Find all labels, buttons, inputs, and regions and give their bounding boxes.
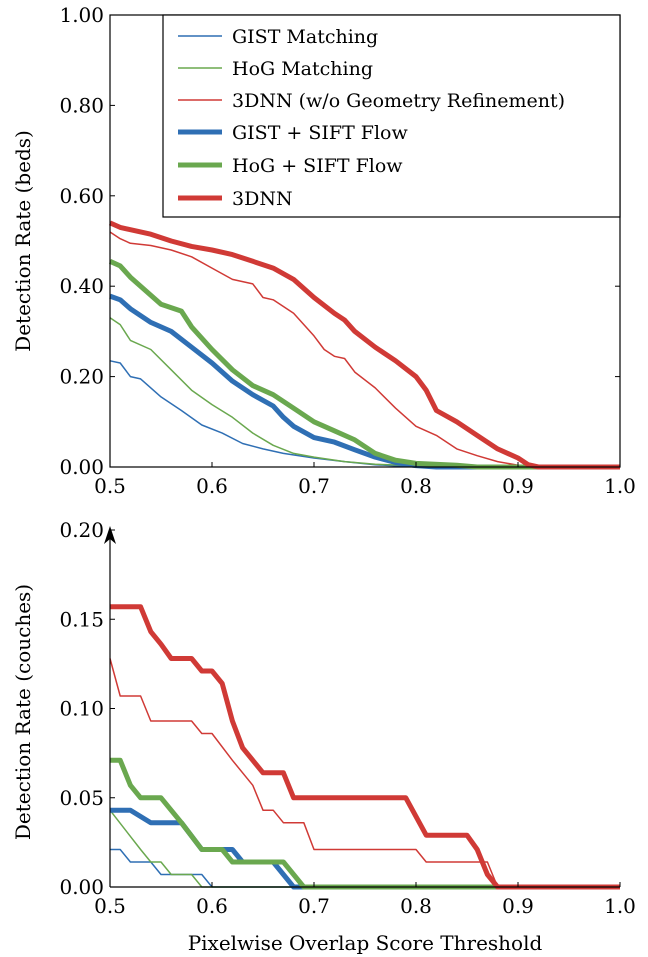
beds-series-hog-matching-line bbox=[109, 317, 620, 468]
legend-entries: GIST Matching HoG Matching 3DNN (w/o Geo… bbox=[178, 26, 565, 210]
beds-chart: 0.5 0.6 0.7 0.8 0.9 1.0 0.00 0.20 0.40 0.60 0.80 1.… bbox=[11, 3, 636, 498]
couches-ticks: 0.5 0.6 0.7 0.8 0.9 1.0 0.00 0.05 0.10 0.15 0.20 bbox=[59, 518, 635, 918]
couches-series-hog-matching-line bbox=[109, 809, 620, 888]
couches-y-tick-label: 0.05 bbox=[59, 786, 104, 810]
couches-x-tick-label: 0.9 bbox=[502, 894, 534, 918]
legend-label-3dnn: 3DNN bbox=[232, 188, 293, 210]
beds-series-group bbox=[108, 220, 620, 470]
legend: GIST Matching HoG Matching 3DNN (w/o Geo… bbox=[162, 14, 621, 218]
beds-x-tick-label: 0.9 bbox=[502, 474, 534, 498]
couches-x-tick-label: 0.6 bbox=[196, 894, 228, 918]
x-axis-label: Pixelwise Overlap Score Threshold bbox=[188, 931, 543, 955]
beds-y-axis-label: Detection Rate (beds) bbox=[11, 130, 35, 352]
couches-series-3dnn bbox=[110, 604, 620, 890]
couches-y-tick-label: 0.20 bbox=[59, 518, 104, 542]
legend-entry-hog-sift-flow: HoG + SIFT Flow bbox=[178, 155, 403, 177]
beds-y-tick-label: 0.20 bbox=[59, 365, 104, 389]
couches-series-gist-sift-flow bbox=[110, 807, 620, 890]
legend-entry-gist-sift-flow: GIST + SIFT Flow bbox=[178, 122, 408, 144]
couches-x-tick-label: 1.0 bbox=[604, 894, 636, 918]
legend-entry-hog-matching: HoG Matching bbox=[178, 58, 373, 80]
couches-y-axis-arrow bbox=[104, 526, 116, 544]
beds-x-tick-label: 0.5 bbox=[94, 474, 126, 498]
beds-x-tick-label: 1.0 bbox=[604, 474, 636, 498]
beds-y-tick-label: 0.00 bbox=[59, 455, 104, 479]
legend-label-3dnn-wo-refinement: 3DNN (w/o Geometry Refinement) bbox=[232, 90, 565, 112]
couches-series-group bbox=[109, 604, 620, 890]
couches-x-tick-label: 0.8 bbox=[400, 894, 432, 918]
beds-y-tick-label: 0.40 bbox=[59, 274, 104, 298]
couches-y-tick-label: 0.00 bbox=[59, 875, 104, 899]
legend-label-gist-sift-flow: GIST + SIFT Flow bbox=[232, 122, 408, 144]
legend-box bbox=[162, 14, 621, 218]
couches-y-tick-label: 0.10 bbox=[59, 697, 104, 721]
legend-entry-3dnn-wo-refinement: 3DNN (w/o Geometry Refinement) bbox=[178, 90, 565, 112]
couches-chart: 0.5 0.6 0.7 0.8 0.9 1.0 0.00 0.05 0.10 0.15 0.20 D… bbox=[11, 518, 636, 955]
couches-x-tick-label: 0.7 bbox=[298, 894, 330, 918]
beds-y-tick-label: 1.00 bbox=[59, 3, 104, 27]
beds-series-hog-sift-flow bbox=[108, 259, 620, 470]
legend-label-hog-matching: HoG Matching bbox=[232, 58, 373, 80]
couches-y-axis-label: Detection Rate (couches) bbox=[11, 584, 35, 840]
legend-entry-3dnn: 3DNN bbox=[178, 188, 293, 210]
beds-series-3dnn bbox=[108, 220, 620, 470]
couches-x-tick-label: 0.5 bbox=[94, 894, 126, 918]
beds-y-tick-label: 0.80 bbox=[59, 93, 104, 117]
legend-label-gist-matching: GIST Matching bbox=[232, 26, 378, 48]
legend-label-hog-sift-flow: HoG + SIFT Flow bbox=[232, 155, 403, 177]
beds-x-tick-label: 0.7 bbox=[298, 474, 330, 498]
beds-x-tick-label: 0.6 bbox=[196, 474, 228, 498]
beds-ticks: 0.5 0.6 0.7 0.8 0.9 1.0 0.00 0.20 0.40 0.60 0.80 1.… bbox=[59, 3, 635, 498]
legend-entry-gist-matching: GIST Matching bbox=[178, 26, 378, 48]
couches-series-3dnn-w-o-geometry-refinement-line bbox=[109, 658, 620, 888]
couches-axes bbox=[104, 526, 620, 888]
beds-y-tick-label: 0.60 bbox=[59, 184, 104, 208]
couches-series-hog-sift-flow bbox=[110, 757, 620, 890]
beds-x-tick-label: 0.8 bbox=[400, 474, 432, 498]
couches-y-tick-label: 0.15 bbox=[59, 607, 104, 631]
beds-series-3dnn-w-o-geometry-refinement-line bbox=[109, 231, 620, 468]
couches-series-gist-matching-line bbox=[110, 848, 620, 888]
